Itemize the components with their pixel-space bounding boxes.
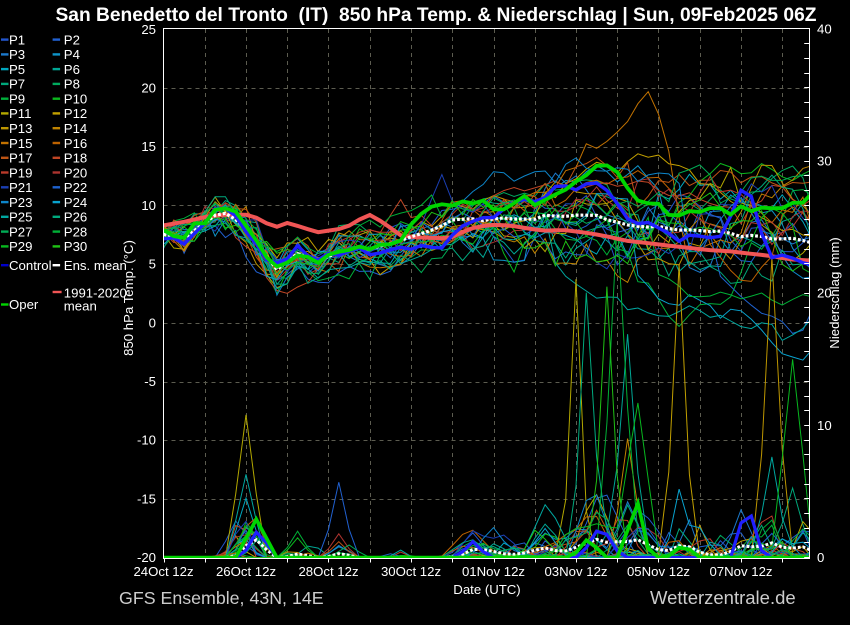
svg-text:Control: Control: [9, 258, 52, 273]
svg-text:03Nov 12z: 03Nov 12z: [544, 564, 607, 579]
svg-text:P8: P8: [64, 77, 80, 92]
svg-text:P27: P27: [9, 224, 32, 239]
svg-text:-5: -5: [144, 374, 156, 389]
svg-text:P29: P29: [9, 239, 32, 254]
svg-text:P26: P26: [64, 210, 87, 225]
svg-text:P10: P10: [64, 92, 87, 107]
svg-text:1991-2020: 1991-2020: [64, 286, 127, 301]
svg-text:P13: P13: [9, 121, 32, 136]
svg-text:P1: P1: [9, 32, 25, 47]
svg-text:P16: P16: [64, 136, 87, 151]
svg-text:P4: P4: [64, 47, 80, 62]
svg-text:GFS Ensemble, 43N, 14E: GFS Ensemble, 43N, 14E: [119, 588, 324, 608]
svg-text:P23: P23: [9, 195, 32, 210]
svg-text:0: 0: [149, 315, 156, 330]
svg-text:-10: -10: [137, 433, 156, 448]
svg-text:P11: P11: [9, 106, 32, 121]
svg-text:01Nov 12z: 01Nov 12z: [462, 564, 525, 579]
svg-text:40: 40: [817, 21, 832, 36]
svg-text:07Nov 12z: 07Nov 12z: [709, 564, 772, 579]
svg-text:P3: P3: [9, 47, 25, 62]
svg-text:P20: P20: [64, 165, 87, 180]
svg-text:0: 0: [817, 550, 824, 565]
svg-text:-20: -20: [137, 550, 156, 565]
svg-text:P18: P18: [64, 151, 87, 166]
svg-text:P14: P14: [64, 121, 87, 136]
svg-text:28Oct 12z: 28Oct 12z: [298, 564, 358, 579]
svg-text:P9: P9: [9, 92, 25, 107]
svg-text:P24: P24: [64, 195, 87, 210]
svg-text:Date (UTC): Date (UTC): [453, 582, 520, 597]
svg-text:P2: P2: [64, 32, 80, 47]
svg-text:P15: P15: [9, 136, 32, 151]
svg-text:850 hPa Temp. (°C): 850 hPa Temp. (°C): [121, 240, 136, 356]
svg-text:30Oct 12z: 30Oct 12z: [381, 564, 441, 579]
svg-text:26Oct 12z: 26Oct 12z: [216, 564, 276, 579]
svg-text:P25: P25: [9, 210, 32, 225]
svg-text:10: 10: [817, 418, 832, 433]
svg-text:P22: P22: [64, 180, 87, 195]
svg-text:mean: mean: [64, 299, 97, 314]
svg-text:Oper: Oper: [9, 297, 39, 312]
svg-text:Wetterzentrale.de: Wetterzentrale.de: [650, 587, 796, 608]
svg-text:20: 20: [817, 286, 832, 301]
svg-text:Niederschlag (mm): Niederschlag (mm): [827, 237, 842, 348]
svg-text:-15: -15: [137, 491, 156, 506]
svg-text:24Oct 12z: 24Oct 12z: [133, 564, 193, 579]
svg-text:Ens. mean: Ens. mean: [64, 258, 127, 273]
svg-text:P21: P21: [9, 180, 32, 195]
svg-text:P6: P6: [64, 62, 80, 77]
svg-text:P5: P5: [9, 62, 25, 77]
svg-text:05Nov 12z: 05Nov 12z: [627, 564, 690, 579]
svg-text:P17: P17: [9, 151, 32, 166]
svg-text:25: 25: [141, 22, 156, 37]
svg-text:P12: P12: [64, 106, 87, 121]
svg-text:15: 15: [141, 139, 156, 154]
svg-text:San Benedetto del Tronto (IT): San Benedetto del Tronto (IT) 850 hPa Te…: [56, 5, 817, 26]
svg-text:30: 30: [817, 154, 832, 169]
svg-text:10: 10: [141, 198, 156, 213]
svg-text:P30: P30: [64, 239, 87, 254]
svg-text:5: 5: [149, 257, 156, 272]
svg-text:20: 20: [141, 81, 156, 96]
svg-text:P19: P19: [9, 165, 32, 180]
svg-text:P28: P28: [64, 224, 87, 239]
svg-text:P7: P7: [9, 77, 25, 92]
